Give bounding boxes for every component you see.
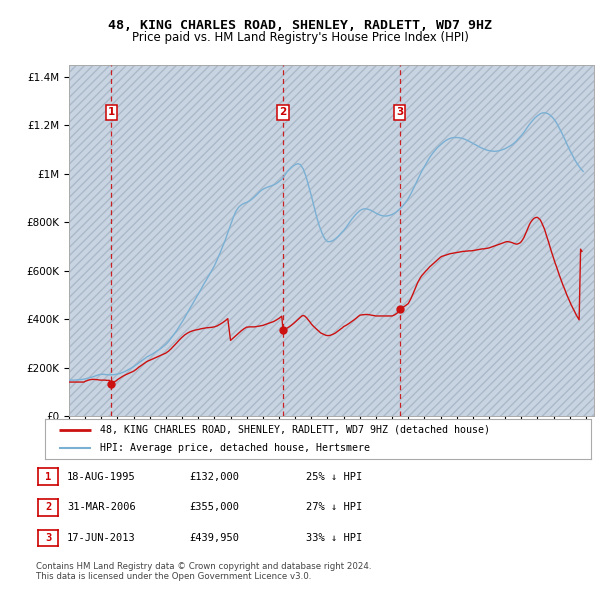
Text: 1: 1 [45,472,52,481]
Text: 2: 2 [280,107,287,117]
Text: 31-MAR-2006: 31-MAR-2006 [67,503,136,512]
Text: 18-AUG-1995: 18-AUG-1995 [67,472,136,481]
Text: 1: 1 [108,107,115,117]
Text: £439,950: £439,950 [189,533,239,543]
Text: Contains HM Land Registry data © Crown copyright and database right 2024.
This d: Contains HM Land Registry data © Crown c… [36,562,371,581]
Text: 3: 3 [45,533,52,543]
Text: 3: 3 [396,107,403,117]
Text: 48, KING CHARLES ROAD, SHENLEY, RADLETT, WD7 9HZ: 48, KING CHARLES ROAD, SHENLEY, RADLETT,… [108,19,492,32]
Text: 33% ↓ HPI: 33% ↓ HPI [306,533,362,543]
Text: 2: 2 [45,503,52,512]
Text: 27% ↓ HPI: 27% ↓ HPI [306,503,362,512]
Text: Price paid vs. HM Land Registry's House Price Index (HPI): Price paid vs. HM Land Registry's House … [131,31,469,44]
Text: 17-JUN-2013: 17-JUN-2013 [67,533,136,543]
Text: £355,000: £355,000 [189,503,239,512]
Text: 48, KING CHARLES ROAD, SHENLEY, RADLETT, WD7 9HZ (detached house): 48, KING CHARLES ROAD, SHENLEY, RADLETT,… [100,425,490,435]
Text: £132,000: £132,000 [189,472,239,481]
Text: HPI: Average price, detached house, Hertsmere: HPI: Average price, detached house, Hert… [100,443,370,453]
Text: 25% ↓ HPI: 25% ↓ HPI [306,472,362,481]
